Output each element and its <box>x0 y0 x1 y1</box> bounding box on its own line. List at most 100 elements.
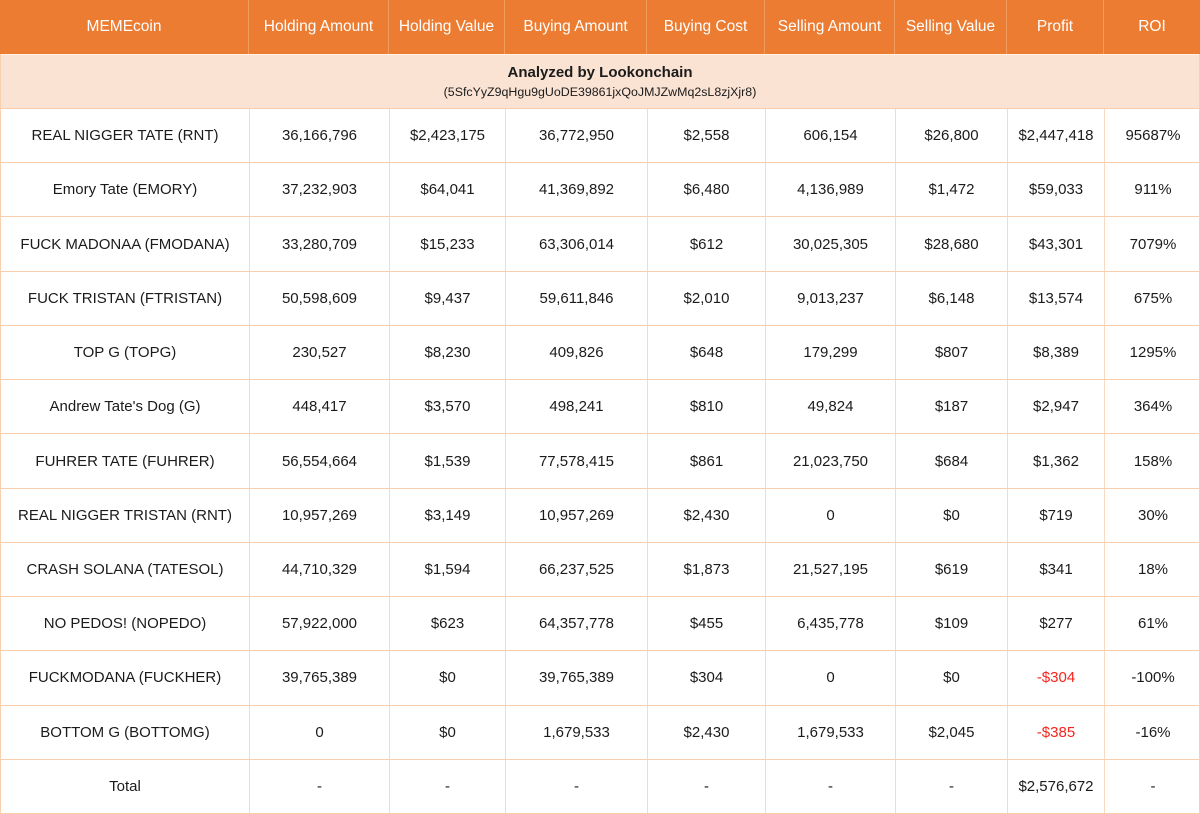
column-header-profit: Profit <box>1007 0 1104 54</box>
value-cell: $1,873 <box>648 542 766 597</box>
memecoin-name-cell: Emory Tate (EMORY) <box>1 163 250 217</box>
value-cell: 64,357,778 <box>506 597 648 651</box>
value-cell: $2,010 <box>648 271 766 325</box>
memecoin-name-cell: CRASH SOLANA (TATESOL) <box>1 542 250 597</box>
value-cell: $26,800 <box>896 109 1008 163</box>
table-row: FUCK MADONAA (FMODANA) 33,280,709 $15,233 6… <box>1 216 1199 271</box>
value-cell: $2,947 <box>1008 380 1105 434</box>
memecoin-name-cell: FUCK TRISTAN (FTRISTAN) <box>1 271 250 325</box>
column-header-roi: ROI <box>1138 18 1166 35</box>
value-cell: 44,710,329 <box>250 542 390 597</box>
value-cell: $304 <box>648 651 766 705</box>
value-cell: $719 <box>1008 488 1105 542</box>
total-row: Total - - - - - - $2,576,672- <box>1 758 1199 814</box>
value-cell: - <box>506 759 648 814</box>
value-cell: $187 <box>896 380 1008 434</box>
value-cell: 9,013,237 <box>766 271 896 325</box>
value-cell: 95687% <box>1125 127 1181 145</box>
value-cell: - <box>648 759 766 814</box>
value-cell: 179,299 <box>766 325 896 380</box>
table-row: FUCK TRISTAN (FTRISTAN) 50,598,609 $9,437 5… <box>1 270 1199 325</box>
analysis-banner: Analyzed by Lookonchain (5SfcYyZ9qHgu9gU… <box>1 54 1199 108</box>
value-cell: $3,149 <box>390 488 506 542</box>
value-cell: 1295% <box>1129 344 1177 362</box>
value-cell: $2,430 <box>648 488 766 542</box>
table-header-row: MEMEcoin Holding Amount Holding Value Bu… <box>0 0 1200 54</box>
value-cell: $6,148 <box>896 271 1008 325</box>
value-cell: $109 <box>896 597 1008 651</box>
value-cell: $43,301 <box>1008 217 1105 271</box>
memecoin-name-cell: FUCKMODANA (FUCKHER) <box>1 651 250 705</box>
value-cell: 33,280,709 <box>250 217 390 271</box>
table-row: Emory Tate (EMORY) 37,232,903 $64,041 41,36… <box>1 162 1199 217</box>
table-row: BOTTOM G (BOTTOMG) 0 $0 1,679,533 $2,430 1,67… <box>1 704 1199 759</box>
value-cell: 21,527,195 <box>766 542 896 597</box>
value-cell: 1,679,533 <box>506 705 648 759</box>
table-row: FUHRER TATE (FUHRER) 56,554,664 $1,539 77,5… <box>1 433 1199 488</box>
value-cell: 37,232,903 <box>250 163 390 217</box>
memecoin-name-cell: REAL NIGGER TATE (RNT) <box>1 109 250 163</box>
value-cell: $3,570 <box>390 380 506 434</box>
value-cell: 448,417 <box>250 380 390 434</box>
table-body: REAL NIGGER TATE (RNT) 36,166,796 $2,423,1… <box>1 108 1199 814</box>
value-cell: $0 <box>390 705 506 759</box>
value-cell: $1,362 <box>1008 434 1105 488</box>
value-cell: 50,598,609 <box>250 271 390 325</box>
value-cell: 606,154 <box>766 109 896 163</box>
value-cell: $619 <box>896 542 1008 597</box>
value-cell: 18% <box>1137 560 1169 578</box>
value-cell: 409,826 <box>506 325 648 380</box>
value-cell: 66,237,525 <box>506 542 648 597</box>
value-cell: 77,578,415 <box>506 434 648 488</box>
value-cell: 6,435,778 <box>766 597 896 651</box>
value-cell: -100% <box>1131 669 1175 687</box>
value-cell: $2,423,175 <box>390 109 506 163</box>
value-cell: $810 <box>648 380 766 434</box>
table-row: TOP G (TOPG) 230,527 $8,230 409,826 $648 179,… <box>1 324 1199 380</box>
value-cell: -16% <box>1135 723 1171 741</box>
memecoin-name-cell: FUCK MADONAA (FMODANA) <box>1 217 250 271</box>
value-cell: 675% <box>1133 289 1173 307</box>
value-cell: 39,765,389 <box>506 651 648 705</box>
value-cell: $0 <box>390 651 506 705</box>
table-row: NO PEDOS! (NOPEDO) 57,922,000 $623 64,357,7… <box>1 596 1199 651</box>
column-header-buying-amount: Buying Amount <box>505 0 647 54</box>
value-cell: 10,957,269 <box>506 488 648 542</box>
value-cell: $2,576,672 <box>1008 759 1105 814</box>
value-cell: $612 <box>648 217 766 271</box>
value-cell: $8,230 <box>390 325 506 380</box>
value-cell: $648 <box>648 325 766 380</box>
wallet-address: (5SfcYyZ9qHgu9gUoDE39861jxQoJMJZwMq2sL8z… <box>443 84 757 99</box>
memecoin-name-cell: FUHRER TATE (FUHRER) <box>1 434 250 488</box>
value-cell: $1,594 <box>390 542 506 597</box>
value-cell: 36,772,950 <box>506 109 648 163</box>
value-cell: 56,554,664 <box>250 434 390 488</box>
value-cell: - <box>766 759 896 814</box>
value-cell: $684 <box>896 434 1008 488</box>
value-cell: -$385 <box>1008 705 1105 759</box>
value-cell: 30,025,305 <box>766 217 896 271</box>
value-cell: 61% <box>1137 615 1169 633</box>
value-cell: 10,957,269 <box>250 488 390 542</box>
value-cell: $64,041 <box>390 163 506 217</box>
value-cell: $807 <box>896 325 1008 380</box>
value-cell: 1,679,533 <box>766 705 896 759</box>
table-row: REAL NIGGER TATE (RNT) 36,166,796 $2,423,1… <box>1 108 1199 163</box>
memecoin-name-cell: REAL NIGGER TRISTAN (RNT) <box>1 488 250 542</box>
value-cell: $455 <box>648 597 766 651</box>
memecoin-name-cell: TOP G (TOPG) <box>1 325 250 380</box>
table-row: Andrew Tate's Dog (G) 448,417 $3,570 498,24… <box>1 379 1199 434</box>
value-cell: 30% <box>1137 506 1169 524</box>
value-cell: $2,447,418 <box>1008 109 1105 163</box>
value-cell: 57,922,000 <box>250 597 390 651</box>
banner-title: Analyzed by Lookonchain <box>507 64 693 82</box>
value-cell: 7079% <box>1129 235 1177 253</box>
value-cell: 364% <box>1133 398 1173 416</box>
value-cell: $277 <box>1008 597 1105 651</box>
table-row: CRASH SOLANA (TATESOL) 44,710,329 $1,594 66… <box>1 541 1199 597</box>
value-cell: $6,480 <box>648 163 766 217</box>
value-cell: $2,430 <box>648 705 766 759</box>
value-cell: 4,136,989 <box>766 163 896 217</box>
value-cell: 498,241 <box>506 380 648 434</box>
